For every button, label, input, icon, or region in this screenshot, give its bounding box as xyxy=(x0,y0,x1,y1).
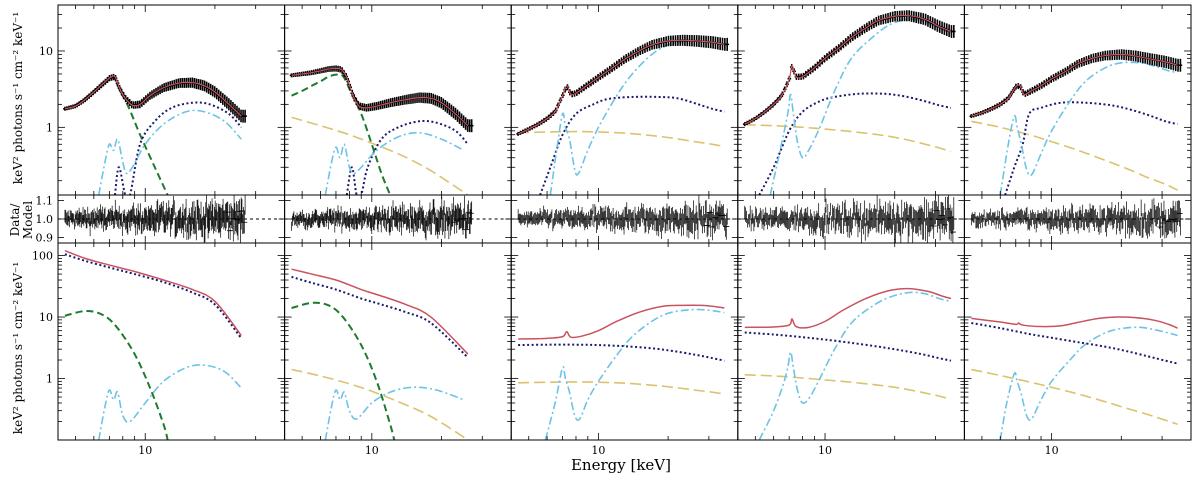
model-panel-2 xyxy=(291,268,469,440)
disk-model-line xyxy=(64,310,169,440)
disk-model-line xyxy=(291,301,396,440)
reflection-component-line xyxy=(999,61,1178,195)
y-tick-label: 100 xyxy=(32,250,53,263)
reflection-model-line xyxy=(758,291,952,440)
bottom-row-ylabel: keV² photons s⁻¹ cm⁻² keV⁻¹ xyxy=(11,262,25,434)
y-tick-label: 1 xyxy=(46,373,53,386)
panel-column-1: 10 xyxy=(57,4,286,457)
powerlaw-model-line xyxy=(518,381,725,395)
model-panel-3 xyxy=(518,304,725,440)
spectrum-panel-3 xyxy=(516,34,730,195)
reflection-model-line xyxy=(544,308,725,440)
model-panel-5 xyxy=(971,316,1178,440)
comptonization-model-line xyxy=(971,322,1178,365)
reflection-component-line xyxy=(324,131,465,195)
comptonization-model-line xyxy=(291,275,469,359)
y-tick-label: 10 xyxy=(39,311,53,324)
powerlaw-component-line xyxy=(291,116,469,195)
x-axis-label: Energy [keV] xyxy=(571,456,671,474)
powerlaw-model-line xyxy=(291,368,469,440)
x-tick-label: 10 xyxy=(1045,444,1059,457)
ratio-panel-4 xyxy=(737,195,965,243)
ratio-panel-3 xyxy=(511,195,738,241)
comptonization-component-line xyxy=(758,92,952,195)
total-model-line xyxy=(291,67,469,127)
total-model-line xyxy=(971,53,1178,117)
spectrum-panel-2 xyxy=(289,65,474,195)
powerlaw-component-line xyxy=(518,130,725,148)
axis-labels: keV² photons s⁻¹ cm⁻² keV⁻¹ Data/ Model … xyxy=(8,12,671,474)
y-tick-label: 1.1 xyxy=(36,195,54,208)
spectrum-panel-1 xyxy=(63,73,247,195)
y-tick-label: 0.9 xyxy=(36,231,54,244)
total-model-line xyxy=(291,268,469,355)
powerlaw-component-line xyxy=(971,120,1178,191)
y-tick-label: 1.0 xyxy=(36,213,54,226)
reflection-component-line xyxy=(97,109,242,195)
ratio-panel-1 xyxy=(58,195,285,243)
panel-column-4: 10 xyxy=(737,4,965,457)
reflection-model-line xyxy=(324,386,465,440)
plot-area: 10 10 10 10 10 1 10 0.9 1.0 1.1 1 10 100 xyxy=(32,4,1192,457)
y-tick-label: 10 xyxy=(39,45,53,58)
x-tick-label: 10 xyxy=(591,444,605,457)
comptonization-component-line xyxy=(539,95,725,195)
comptonization-model-line xyxy=(64,253,243,339)
comptonization-component-line xyxy=(345,119,469,195)
disk-component-line xyxy=(291,73,392,195)
panel-column-3: 10 xyxy=(510,4,739,457)
x-tick-label: 10 xyxy=(365,444,379,457)
total-model-line xyxy=(744,287,952,329)
powerlaw-component-line xyxy=(744,123,952,153)
x-tick-label: 10 xyxy=(818,444,832,457)
total-model-line xyxy=(64,75,242,117)
model-panel-1 xyxy=(64,249,243,440)
total-model-line xyxy=(517,39,725,135)
y-tick-label: 1 xyxy=(46,121,53,134)
model-panel-4 xyxy=(744,287,952,440)
total-model-line xyxy=(744,14,952,125)
ratio-ylabel-line2: Model xyxy=(21,201,35,239)
reflection-model-line xyxy=(97,364,242,440)
powerlaw-model-line xyxy=(744,373,952,401)
reflection-model-line xyxy=(999,326,1178,440)
panel-column-5: 10 xyxy=(963,4,1192,457)
ratio-ylabel-line1: Data/ xyxy=(8,203,22,237)
ratio-panel-2 xyxy=(284,195,512,241)
top-row-ylabel: keV² photons s⁻¹ cm⁻² keV⁻¹ xyxy=(11,12,25,184)
total-model-line xyxy=(64,249,242,336)
total-model-line xyxy=(971,316,1178,329)
comptonization-component-line xyxy=(1004,101,1178,195)
x-tick-label: 10 xyxy=(138,444,152,457)
ratio-panel-5 xyxy=(964,198,1191,239)
spectrum-panel-4 xyxy=(742,10,956,195)
spectrum-panel-5 xyxy=(969,49,1183,195)
total-model-line xyxy=(518,304,725,340)
